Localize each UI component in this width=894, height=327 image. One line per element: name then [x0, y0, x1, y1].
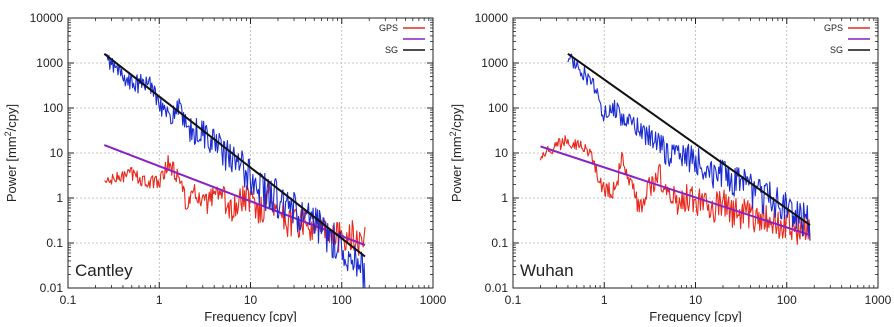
y-axis-label-base: Power [mm — [4, 136, 19, 202]
series-group — [103, 53, 366, 288]
y-axis-label-end: /cpy] — [449, 104, 464, 131]
panel-label: Cantley — [75, 261, 133, 280]
x-tick-label: 1000 — [865, 293, 892, 307]
y-tick-label: 10000 — [475, 11, 509, 25]
x-tick-label: 100 — [332, 293, 352, 307]
legend-label-sg: SG — [385, 45, 398, 55]
x-tick-label: 1 — [601, 293, 608, 307]
y-axis-label-end: /cpy] — [4, 104, 19, 131]
y-tick-label: 0.1 — [46, 236, 63, 250]
x-tick-label: 0.1 — [505, 293, 522, 307]
series-line-gps — [539, 135, 811, 245]
series-line-sg — [567, 52, 811, 226]
panel-label: Wuhan — [520, 261, 574, 280]
x-tick-label: 0.1 — [60, 293, 77, 307]
series-line-unlabeled-1 — [540, 145, 811, 237]
chart-panel-2: 0.1 1 10 100 10000.010.1110100100010000Frequ… — [448, 11, 892, 324]
y-tick-label: 10 — [50, 146, 64, 160]
x-axis-label: Frequency [cpy] — [649, 309, 742, 322]
chart-panel-1: 0.1 1 10 100 10000.010.1110100100010000Frequ… — [3, 11, 447, 324]
x-tick-label: 10 — [244, 293, 258, 307]
y-axis-label-base: Power [mm — [449, 136, 464, 202]
series-group — [539, 52, 811, 245]
y-tick-label: 1000 — [36, 56, 63, 70]
y-tick-label: 10 — [495, 146, 509, 160]
series-line-unlabeled-2 — [567, 53, 811, 241]
y-tick-label: 100 — [43, 101, 63, 115]
y-axis-label: Power [mm2/cpy] — [3, 104, 19, 202]
x-axis-label: Frequency [cpy] — [204, 309, 297, 322]
x-tick-label: 100 — [777, 293, 797, 307]
y-tick-label: 100 — [488, 101, 508, 115]
x-tick-label: 1000 — [420, 293, 447, 307]
legend-label-sg: SG — [830, 45, 843, 55]
y-tick-label: 1 — [56, 191, 63, 205]
y-axis-label-sup: 2 — [448, 131, 458, 136]
x-tick-label: 10 — [689, 293, 703, 307]
y-tick-label: 0.01 — [485, 281, 509, 295]
y-axis-label: Power [mm2/cpy] — [448, 104, 464, 202]
y-axis-label-sup: 2 — [3, 131, 13, 136]
x-tick-label: 1 — [156, 293, 163, 307]
y-tick-label: 1 — [501, 191, 508, 205]
series-line-unlabeled-2 — [104, 53, 366, 288]
y-tick-label: 1000 — [481, 56, 508, 70]
y-tick-label: 0.01 — [40, 281, 64, 295]
legend-label-gps: GPS — [824, 23, 843, 33]
y-tick-label: 0.1 — [491, 236, 508, 250]
series-line-sg — [103, 53, 366, 258]
y-tick-label: 10000 — [30, 11, 64, 25]
legend-label-gps: GPS — [379, 23, 398, 33]
